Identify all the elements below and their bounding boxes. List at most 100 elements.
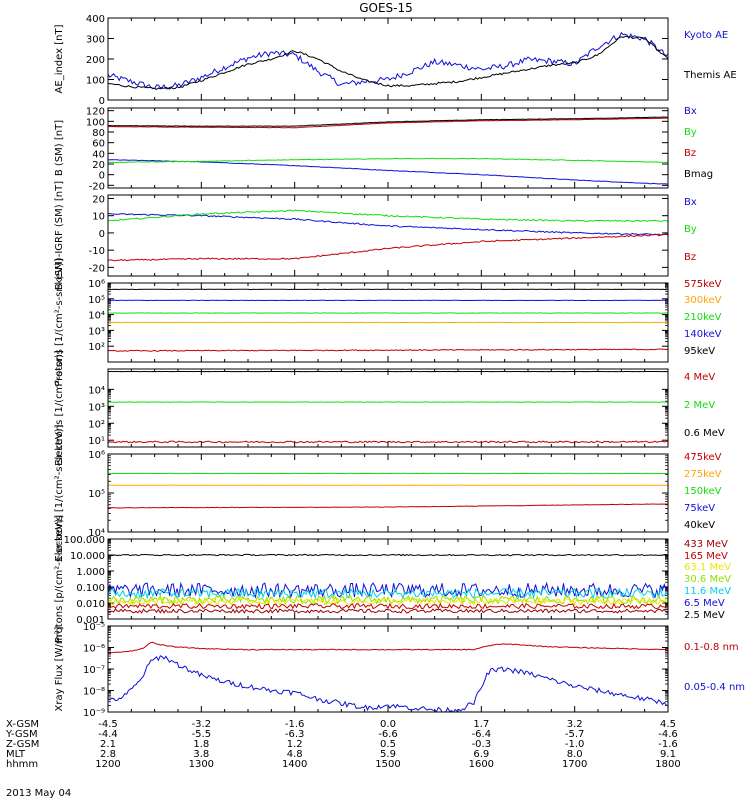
legend-entry: 30.6 MeV [684,574,731,585]
date-label: 2013 May 04 [6,788,71,799]
y-tick-label: -20 [89,263,105,274]
panel-frame [107,107,669,189]
panel-frame [107,368,669,448]
series-0-05-0-4-nm [108,655,668,712]
x-row-value: 4.5 [660,719,676,730]
chart-title: GOES-15 [359,1,413,15]
y-axis-label: Protons [1/(cm²-s-sr-keV)] [54,258,65,386]
series-themis-ae [108,35,668,90]
y-axis-label: B (SM) [nT] [54,120,65,176]
legend-entry: 210keV [684,312,722,323]
panel-frame [107,17,669,101]
series-by [108,157,668,164]
y-axis-label: Protons [p/(cm²-s-sr-keV)] [54,515,65,643]
x-row-value: 1700 [562,759,587,770]
x-row-value: 1600 [469,759,494,770]
legend-entry: By [684,127,697,138]
series-by [108,209,668,222]
y-tick-label: -10 [89,246,105,257]
x-row-label: hhmm [6,759,38,770]
y-tick-label: 20 [92,194,105,205]
y-tick-label: 10⁵ [88,295,105,306]
series-433-mev [108,608,668,614]
x-row-value: -5.5 [192,729,212,740]
legend-entry: 0.05-0.4 nm [684,682,745,693]
legend-entry: 300keV [684,295,722,306]
series-bz [108,233,668,262]
y-tick-label: 100 [86,117,105,128]
y-tick-label: 10⁵ [88,489,105,500]
x-row-value: -1.0 [565,739,585,750]
panel-electrons-mev: 10¹ 10² 10³ 10⁴ Electrons [1/(cm²-s-sr)] 4 Me… [54,350,725,466]
legend-entry: Bx [684,106,697,117]
y-tick-label: 0.001 [76,615,105,626]
y-tick-label: 80 [92,128,105,139]
x-row-value: 5.9 [380,749,396,760]
y-axis-label: B (SM)-IGRF (SM) [nT] [54,181,65,290]
y-tick-label: 100.000 [64,535,105,546]
legend-entry: 2.5 MeV [684,610,725,621]
y-tick-label: 40 [92,149,105,160]
y-tick-label: 10⁶ [88,450,105,461]
x-row-value: -3.2 [192,719,212,730]
y-tick-label: 0 [99,171,105,182]
x-row-value: -4.5 [98,719,118,730]
x-row-value: 1800 [655,759,680,770]
y-tick-label: 0.010 [76,599,105,610]
y-tick-label: 10⁻⁹ [83,708,105,719]
y-tick-label: 10⁻⁷ [83,665,105,676]
x-row-label: X-GSM [6,719,39,730]
x-row-value: -4.4 [98,729,118,740]
legend-entry: By [684,224,697,235]
y-tick-label: 120 [86,107,105,118]
y-tick-label: 100 [86,76,105,87]
x-row-value: -6.3 [285,729,305,740]
legend-entry: 0.6 MeV [684,428,725,439]
x-row-value: 2.1 [100,739,116,750]
panel-b-minus-igrf: -20 -10 0 10 20 B (SM)-IGRF (SM) [nT] Bx By Bz [54,181,697,290]
y-tick-label: 10⁻⁸ [83,687,105,698]
x-row-value: 1400 [282,759,307,770]
series-bx [108,159,668,185]
legend-entry: 433 MeV [684,539,728,550]
y-tick-label: 1.000 [76,567,105,578]
legend-entry: Bz [684,148,696,159]
y-tick-label: 300 [86,35,105,46]
x-row-value: 1.2 [287,739,303,750]
legend-entry: 63.1 MeV [684,562,731,573]
series-kyoto-ae [108,31,668,90]
legend-entry: 275keV [684,469,722,480]
panel-ae-index: 0 100 200 300 400 AE_index [nT] Kyoto AE Themis… [54,14,737,107]
x-row-label: Z-GSM [6,739,39,750]
x-row-value: -5.7 [565,729,585,740]
series-30-6-mev [108,594,668,606]
y-tick-label: 10 [92,212,105,223]
legend-entry: 75keV [684,503,715,514]
y-tick-label: 10² [88,419,105,430]
legend-entry: Kyoto AE [684,30,728,41]
series-475kev [108,503,668,509]
legend-entry: 0.1-0.8 nm [684,642,739,653]
legend-entry: 11.6 MeV [684,586,731,597]
legend-entry: 2 MeV [684,400,715,411]
legend-entry: Bx [684,197,697,208]
series-4-mev [108,440,668,444]
x-row-value: 2.8 [100,749,116,760]
series-6-5-mev [108,581,668,599]
y-tick-label: 10⁶ [88,279,105,290]
x-row-value: 0.5 [380,739,396,750]
panel-frame [107,453,669,533]
x-row-value: -1.6 [658,739,678,750]
panel-xray-flux: 10⁻⁹ 10⁻⁸ 10⁻⁷ 10⁻⁶ 10⁻⁵ Xray Flux [W/m²] 0.1-… [54,622,745,719]
series-63-1-mev [108,596,668,607]
legend-entry: 40keV [684,520,715,531]
y-tick-label: 60 [92,139,105,150]
y-tick-label: 10¹ [88,436,105,447]
x-row-value: 9.1 [660,749,676,760]
y-tick-label: -20 [89,181,105,192]
x-row-value: 3.2 [567,719,583,730]
x-row-value: 3.8 [193,749,209,760]
y-tick-label: 400 [86,14,105,25]
